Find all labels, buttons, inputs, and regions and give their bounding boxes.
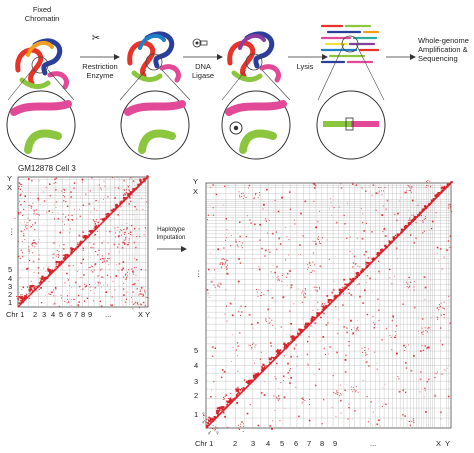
large-female-symbol-bottom: ♀: [215, 430, 220, 437]
small-btick-y: Y: [145, 310, 151, 319]
large-btick-3: 3: [251, 439, 256, 448]
small-btick-8: 8: [81, 310, 86, 319]
small-tick-x: X: [7, 183, 13, 192]
small-btick-dots: ...: [105, 310, 112, 319]
large-btick-2: 2: [233, 439, 238, 448]
small-btick-3: 3: [42, 310, 47, 319]
large-btick-6: 6: [294, 439, 299, 448]
heatmap-large: [202, 180, 453, 433]
large-btick-7: 7: [307, 439, 312, 448]
heatmap-small-title: GM12878 Cell 3: [18, 164, 76, 173]
chromatin-tangle-2: [127, 31, 181, 83]
large-btick-x: X: [436, 439, 442, 448]
dna-ligase-label: DNA Ligase: [191, 62, 215, 80]
dna-fragments: [320, 24, 380, 64]
small-tick-3: 3: [8, 282, 13, 291]
large-tick-2: 2: [194, 391, 199, 400]
chromatin-tangle-3: [227, 31, 281, 83]
small-tick-1: 1: [8, 298, 13, 307]
contact-marks: [202, 180, 453, 433]
heatmap-small: [14, 175, 149, 310]
output-label: Whole-genome Amplification & Sequencing: [418, 36, 469, 63]
large-female-symbol-left: ♀: [201, 411, 206, 418]
small-btick-x: X: [138, 310, 144, 319]
small-tick-5: 5: [8, 265, 13, 274]
large-btick-8: 8: [320, 439, 325, 448]
small-btick-chr1: Chr 1: [6, 310, 25, 319]
lysis-label: Lysis: [296, 62, 314, 71]
large-tick-5: 5: [194, 346, 199, 355]
large-male-symbol-bottom: ♂: [207, 430, 212, 437]
arrow-4: [386, 54, 416, 60]
small-tick-dots: ⋮: [8, 227, 16, 236]
imputation-label: Haplotype Imputation: [156, 226, 186, 241]
large-tick-4: 4: [194, 361, 199, 370]
large-tick-dots: ⋮: [195, 269, 203, 278]
imputation-arrow: [157, 246, 187, 252]
chromatin-tangle-1: [15, 38, 69, 90]
small-btick-9: 9: [88, 310, 93, 319]
magnified-views: [6, 43, 386, 160]
small-tick-2: 2: [8, 290, 13, 299]
large-tick-x: X: [193, 187, 199, 196]
small-tick-4: 4: [8, 274, 13, 283]
large-tick-1: 1: [194, 410, 199, 419]
large-btick-4: 4: [266, 439, 271, 448]
large-tick-3: 3: [194, 377, 199, 386]
contact-marks: [14, 175, 149, 310]
large-male-symbol-left: ♂: [201, 419, 206, 426]
arrow-3: [288, 54, 328, 60]
large-tick-y: Y: [193, 177, 199, 186]
large-btick-y: Y: [445, 439, 451, 448]
large-btick-9: 9: [333, 439, 338, 448]
small-btick-7: 7: [74, 310, 79, 319]
arrow-2: [183, 54, 223, 60]
small-btick-6: 6: [67, 310, 72, 319]
fixed-chromatin-label: Fixed Chromatin: [24, 5, 60, 23]
ligase-icon: [192, 38, 208, 48]
small-btick-4: 4: [51, 310, 56, 319]
restriction-enzyme-label: Restriction Enzyme: [82, 62, 118, 80]
arrow-1: [80, 54, 120, 60]
large-btick-5: 5: [280, 439, 285, 448]
small-btick-2: 2: [33, 310, 38, 319]
scissors-icon: ✂: [91, 33, 101, 44]
small-tick-y: Y: [7, 174, 13, 183]
small-btick-5: 5: [59, 310, 64, 319]
large-btick-chr1: Chr 1: [195, 439, 214, 448]
large-btick-dots: ...: [370, 439, 377, 448]
